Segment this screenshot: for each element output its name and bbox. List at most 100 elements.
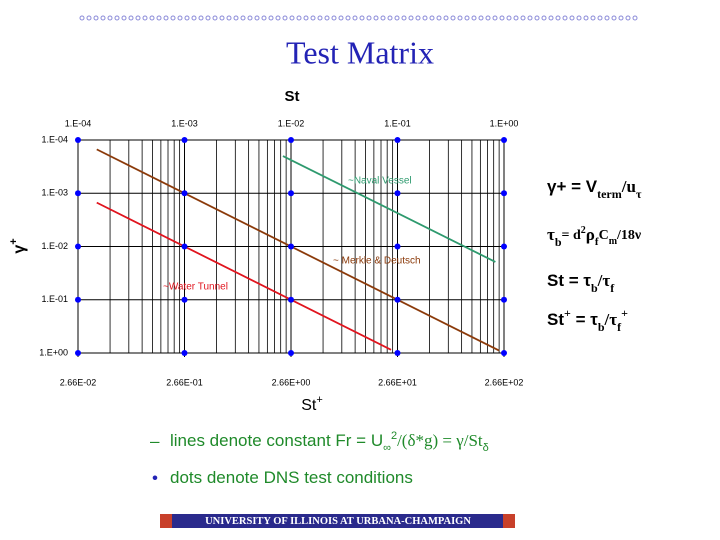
dot	[75, 243, 81, 250]
ornament-dot	[450, 15, 456, 21]
dot	[501, 296, 507, 303]
y-tick-label: 1.E-02	[41, 241, 68, 251]
dot	[394, 137, 401, 143]
ornament-dot	[625, 15, 631, 21]
ornament-dot	[380, 15, 386, 21]
eq-part: /τ	[597, 271, 611, 290]
ornament-dot	[408, 15, 414, 21]
ornament-dot	[485, 15, 491, 21]
ornament-dot	[576, 15, 582, 21]
eq-part: b	[555, 235, 562, 249]
series-line	[96, 148, 500, 352]
bullet-part: ∞	[383, 442, 391, 454]
eq-part: +	[564, 306, 571, 320]
ornament-dot	[569, 15, 575, 21]
ornament-dot	[324, 15, 330, 21]
equation: τb= d2ρfCm/18ν	[547, 225, 642, 249]
ornament-dot	[464, 15, 470, 21]
eq-part: τ	[636, 187, 642, 201]
ornament-dot	[121, 15, 127, 21]
bullet-text: lines denote constant Fr = U∞2/(δ*g) = γ…	[170, 430, 489, 454]
x-tick-label: 1.E-02	[278, 118, 305, 128]
ornament-dot	[163, 15, 169, 21]
ornament-dot	[527, 15, 533, 21]
eq-part: b	[591, 281, 598, 295]
dot	[501, 243, 507, 250]
ornament-dot	[135, 15, 141, 21]
y-tick-label: 1.E-03	[41, 188, 68, 198]
eq-part: τ	[547, 225, 555, 244]
ornament-dot	[303, 15, 309, 21]
ornament-dot	[436, 15, 442, 21]
ornament-dot	[254, 15, 260, 21]
x-tick-label: 1.E+00	[490, 118, 519, 128]
ornament-dot	[226, 15, 232, 21]
ornament-dot	[422, 15, 428, 21]
ornament-dot	[275, 15, 281, 21]
ornament-dot	[79, 15, 85, 21]
eq-part: /u	[621, 177, 636, 196]
bullet-part: /(δ*g) = γ/St	[397, 431, 483, 450]
ornament-dot	[114, 15, 120, 21]
x2-tick-label: 2.66E+00	[272, 377, 311, 387]
ornament-dot	[597, 15, 603, 21]
dot	[288, 190, 294, 197]
ornament-dot	[184, 15, 190, 21]
eq-part: b	[598, 320, 605, 334]
ornament-dot	[611, 15, 617, 21]
ornament-dot	[345, 15, 351, 21]
equation: St+ = τb/τf+	[547, 306, 628, 334]
eq-part: ρ	[586, 225, 595, 244]
y-tick-label: 1.E-04	[41, 134, 68, 144]
ornament-dot	[310, 15, 316, 21]
eq-part: = τ	[571, 310, 598, 329]
x-axis-label: St	[285, 88, 300, 105]
ornament-dot	[338, 15, 344, 21]
bullet-marker: •	[152, 468, 158, 487]
dot	[288, 296, 294, 303]
ornament-dot	[296, 15, 302, 21]
bullet-marker: –	[150, 431, 160, 450]
dot	[501, 350, 507, 356]
dot	[394, 296, 401, 303]
eq-part: f	[595, 236, 599, 248]
ornament-dot	[457, 15, 463, 21]
ornament-dot	[205, 15, 211, 21]
ornament-dot	[170, 15, 176, 21]
ornament-dot	[562, 15, 568, 21]
ornament-dot	[219, 15, 225, 21]
dot	[75, 190, 81, 197]
ornament-dot	[282, 15, 288, 21]
ornament-dot	[632, 15, 638, 21]
ornament-dot	[590, 15, 596, 21]
ornament-dot	[618, 15, 624, 21]
eq-part: +	[621, 306, 628, 320]
ornament-dot	[352, 15, 358, 21]
eq-part: /18ν	[616, 228, 642, 243]
ornament-dot	[289, 15, 295, 21]
x-tick-label: 1.E-01	[384, 118, 411, 128]
eq-part: /τ	[604, 310, 618, 329]
series-line	[96, 201, 392, 351]
ornament-dot	[506, 15, 512, 21]
dot	[501, 137, 507, 143]
ornament-dot	[604, 15, 610, 21]
ornament-dot	[401, 15, 407, 21]
ornament-dot	[268, 15, 274, 21]
dot	[181, 350, 188, 356]
footer-bar	[160, 514, 515, 528]
ornament-dot	[492, 15, 498, 21]
eq-part: St = τ	[547, 271, 591, 290]
eq-part: f	[617, 320, 622, 334]
bullet-part: dots denote DNS test conditions	[170, 468, 413, 487]
eq-part: C	[599, 228, 609, 243]
footer-edge	[160, 514, 172, 528]
series-label: ~ Merkle & Deutsch	[333, 256, 421, 267]
ornament-dot	[100, 15, 106, 21]
ornament-dot	[191, 15, 197, 21]
ornament-dot	[366, 15, 372, 21]
dot	[75, 137, 81, 143]
ornament-dot	[373, 15, 379, 21]
ornament-dot	[240, 15, 246, 21]
